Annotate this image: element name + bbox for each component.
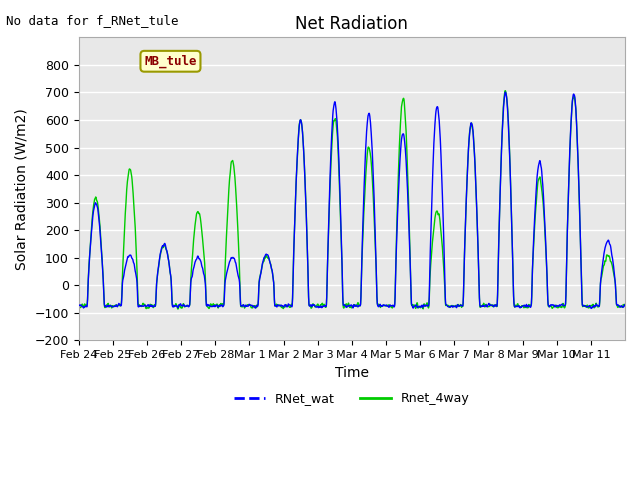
Title: Net Radiation: Net Radiation (296, 15, 408, 33)
Legend: RNet_wat, Rnet_4way: RNet_wat, Rnet_4way (228, 387, 475, 410)
X-axis label: Time: Time (335, 366, 369, 380)
Y-axis label: Solar Radiation (W/m2): Solar Radiation (W/m2) (15, 108, 29, 270)
Text: No data for f_RNet_tule: No data for f_RNet_tule (6, 14, 179, 27)
Text: MB_tule: MB_tule (144, 55, 196, 68)
